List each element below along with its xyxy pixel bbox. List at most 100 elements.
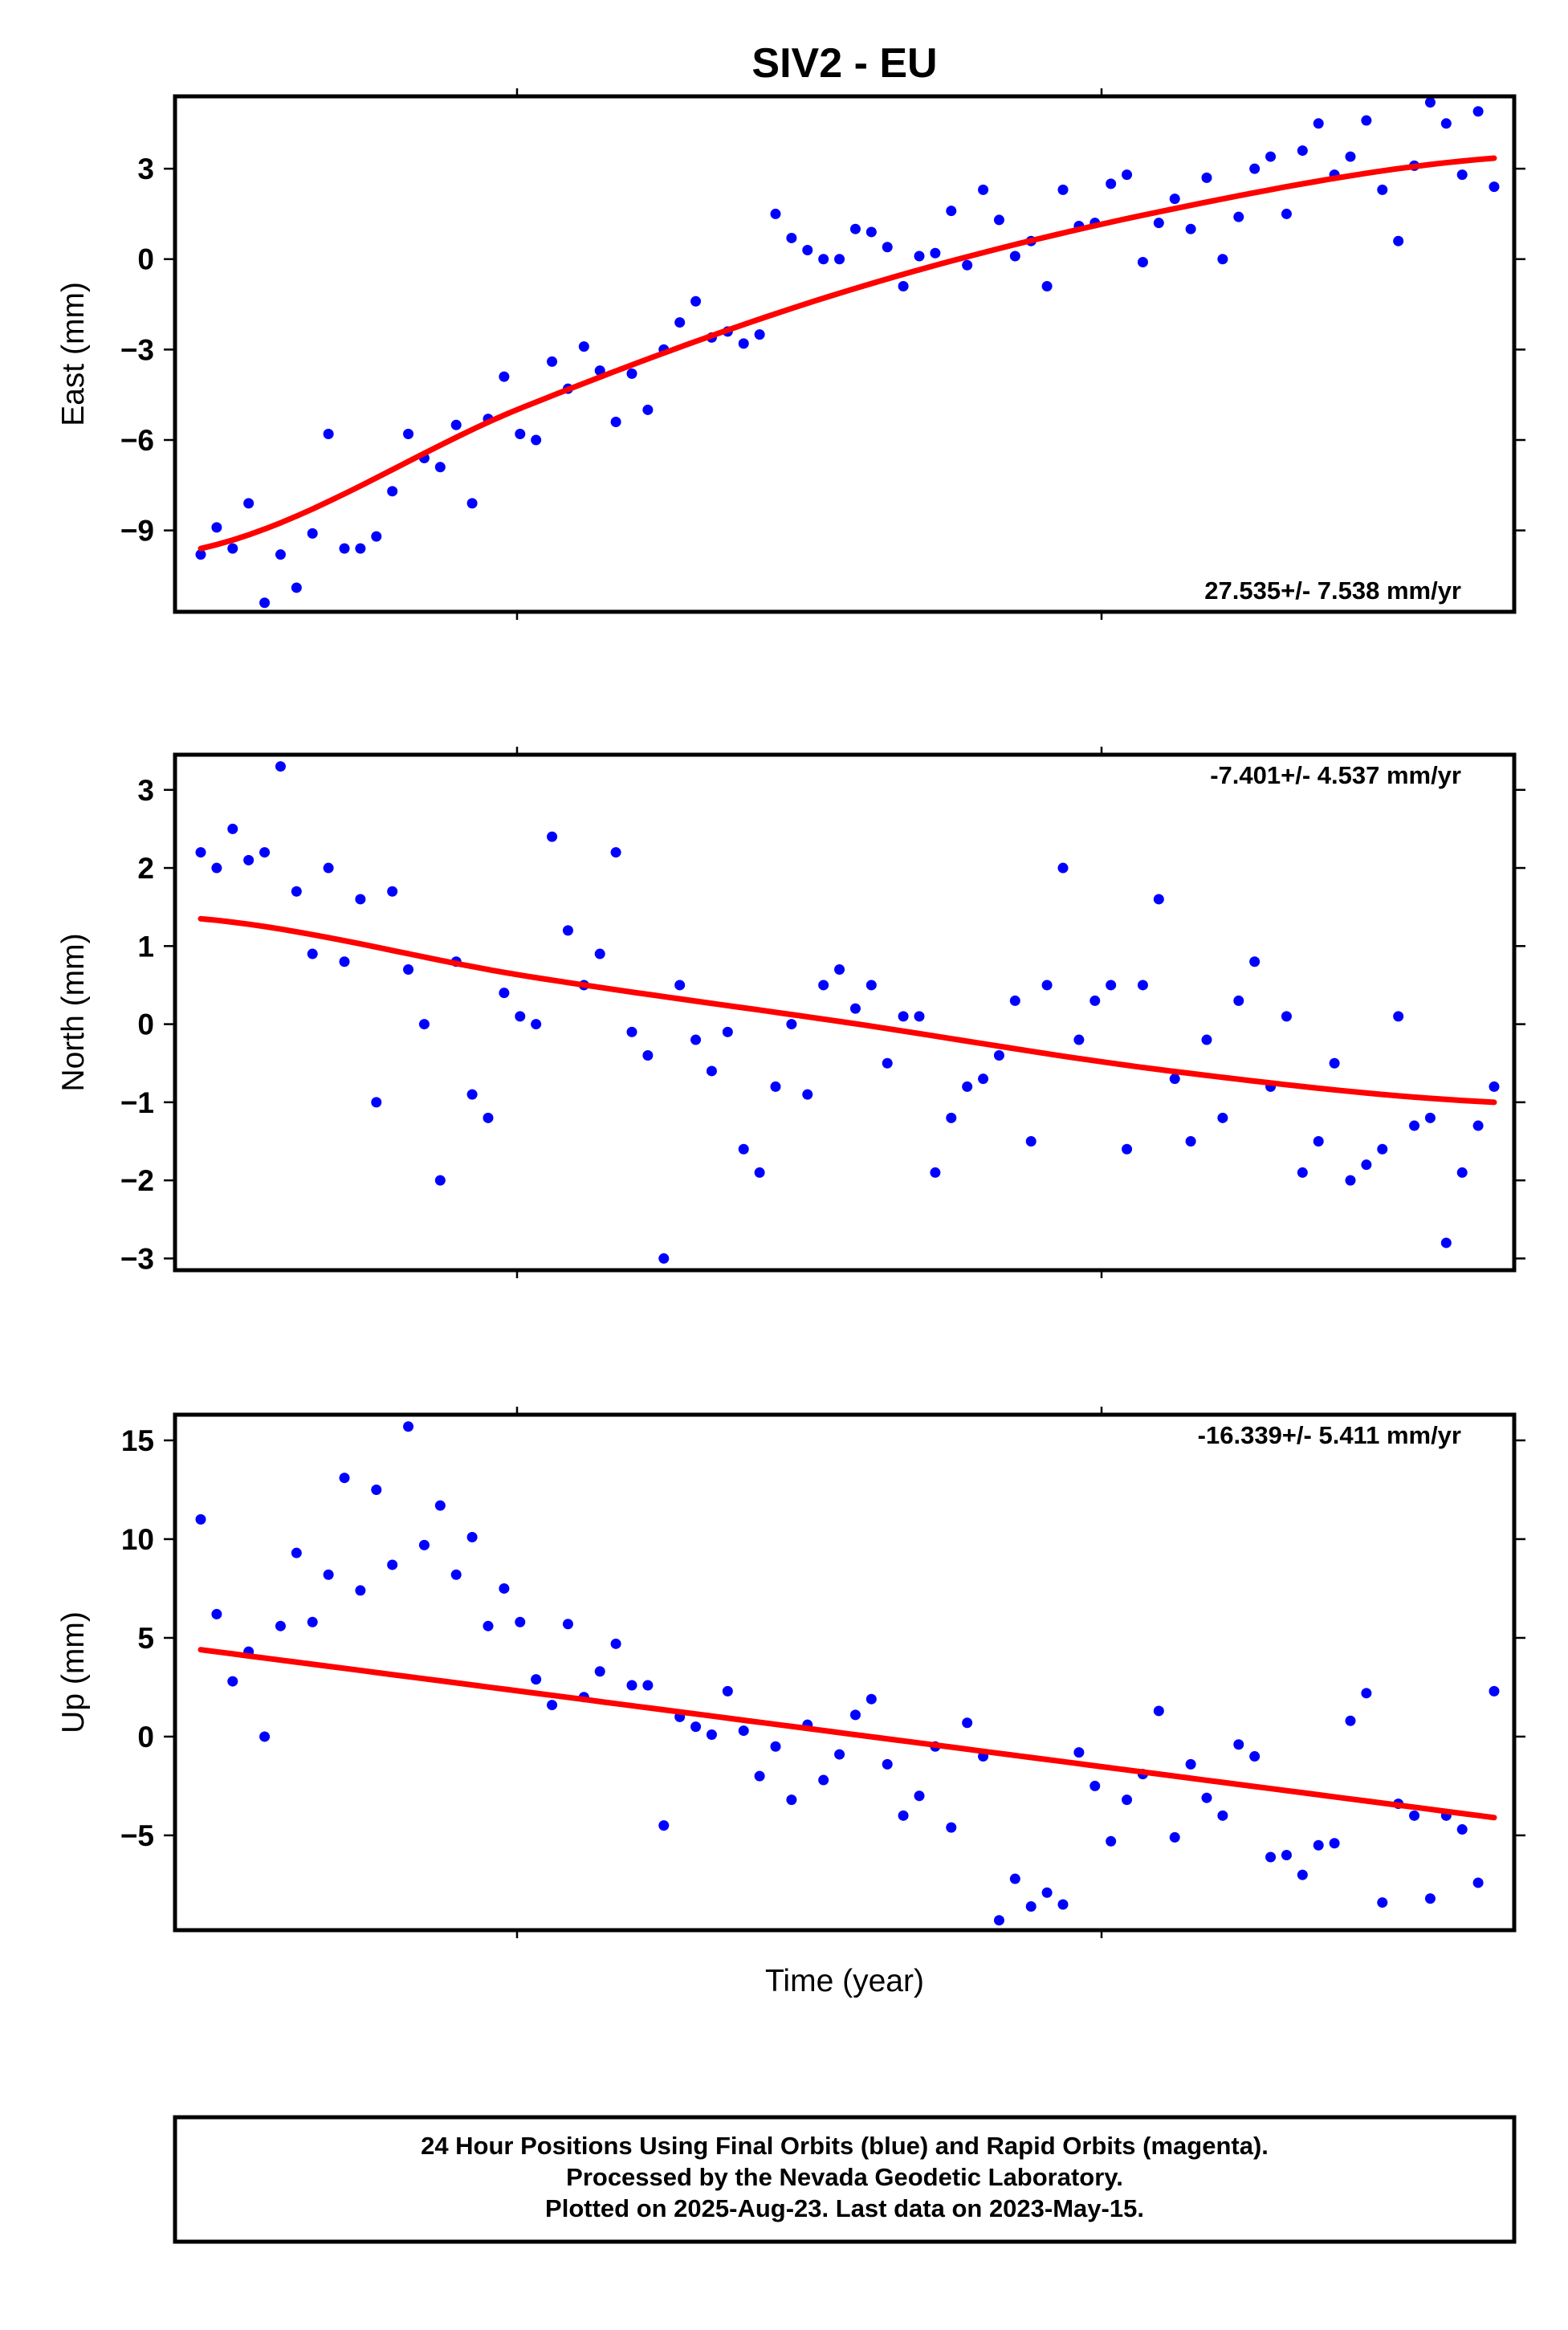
east-data-point bbox=[1153, 218, 1164, 229]
east-data-point bbox=[1233, 211, 1244, 222]
north-data-point bbox=[1185, 1136, 1196, 1147]
east-data-point bbox=[674, 317, 686, 328]
east-data-point bbox=[211, 522, 222, 533]
east-data-point bbox=[1249, 163, 1261, 174]
north-data-point bbox=[275, 761, 286, 772]
east-data-point bbox=[1377, 184, 1388, 195]
up-data-point bbox=[786, 1794, 797, 1806]
east-data-point bbox=[1137, 256, 1148, 267]
up-data-point bbox=[1329, 1838, 1340, 1849]
east-data-point bbox=[1456, 169, 1468, 181]
east-data-point bbox=[578, 341, 589, 352]
east-data-point bbox=[786, 232, 797, 243]
north-data-point bbox=[865, 980, 877, 991]
north-data-point bbox=[1153, 894, 1164, 905]
up-data-point bbox=[1201, 1792, 1212, 1803]
north-data-point bbox=[1313, 1136, 1324, 1147]
north-panel: 3 2 1 0 −1 −2 −3 North (mm) -7.401+/- 4.537 mm… bbox=[56, 747, 1525, 1278]
north-data-point bbox=[243, 854, 255, 866]
up-data-point bbox=[483, 1620, 494, 1631]
up-data-point bbox=[1456, 1824, 1468, 1835]
up-data-point bbox=[1409, 1810, 1420, 1821]
up-plot-frame bbox=[173, 1412, 1517, 1933]
north-data-point bbox=[387, 886, 398, 897]
north-data-point bbox=[706, 1065, 717, 1077]
east-data-point bbox=[434, 462, 446, 473]
north-data-point bbox=[594, 948, 605, 959]
east-data-point bbox=[323, 428, 334, 439]
up-data-point bbox=[1025, 1900, 1037, 1912]
east-data-point bbox=[642, 404, 654, 415]
north-data-point bbox=[1440, 1237, 1452, 1249]
east-data-point bbox=[834, 254, 845, 265]
north-data-point bbox=[930, 1167, 941, 1178]
up-data-point bbox=[323, 1569, 334, 1580]
north-data-point bbox=[754, 1167, 765, 1178]
up-data-point bbox=[1249, 1751, 1261, 1762]
up-data-point bbox=[1106, 1835, 1117, 1847]
up-ytick-label: 5 bbox=[137, 1622, 154, 1655]
up-data-point bbox=[1265, 1851, 1277, 1863]
north-ytick-label: 1 bbox=[137, 930, 154, 963]
north-data-point bbox=[418, 1019, 430, 1030]
east-data-point bbox=[1265, 151, 1277, 162]
east-plot-frame bbox=[173, 94, 1517, 614]
north-axis-label: North (mm) bbox=[56, 933, 91, 1091]
up-data-point bbox=[1233, 1739, 1244, 1750]
up-data-point bbox=[515, 1616, 526, 1627]
north-data-point bbox=[434, 1175, 446, 1186]
north-data-point bbox=[562, 925, 573, 936]
north-data-point bbox=[674, 980, 686, 991]
up-data-point bbox=[418, 1539, 430, 1550]
north-data-point bbox=[642, 1050, 654, 1061]
east-data-point bbox=[403, 428, 414, 439]
north-data-point bbox=[515, 1011, 526, 1022]
up-data-point bbox=[1073, 1747, 1085, 1758]
north-data-point bbox=[499, 988, 510, 999]
up-data-point bbox=[211, 1608, 222, 1619]
up-data-point bbox=[339, 1473, 350, 1484]
east-data-point bbox=[978, 184, 989, 195]
up-data-layer bbox=[195, 1421, 1500, 1926]
east-ytick-label: 0 bbox=[137, 243, 154, 276]
up-data-point bbox=[1377, 1897, 1388, 1908]
north-data-point bbox=[1233, 995, 1244, 1006]
up-data-point bbox=[834, 1749, 845, 1760]
north-data-point bbox=[1057, 862, 1069, 874]
up-plot-area: 15 10 5 0 −5 bbox=[120, 1407, 1525, 1938]
north-data-point bbox=[898, 1011, 909, 1022]
up-data-point bbox=[1009, 1873, 1020, 1884]
north-plot-area: 3 2 1 0 −1 −2 −3 bbox=[120, 747, 1525, 1278]
north-data-point bbox=[962, 1081, 973, 1092]
north-data-point bbox=[610, 847, 621, 858]
north-data-point bbox=[291, 886, 302, 897]
north-ytick-label: −3 bbox=[120, 1242, 154, 1275]
up-data-point bbox=[865, 1693, 877, 1705]
up-data-point bbox=[914, 1790, 925, 1802]
up-ytick-label: −5 bbox=[120, 1819, 154, 1852]
up-data-point bbox=[1361, 1688, 1372, 1699]
north-data-point bbox=[722, 1026, 733, 1037]
east-data-point bbox=[865, 226, 877, 238]
north-data-point bbox=[786, 1019, 797, 1030]
footer-line-processed: Processed by the Nevada Geodetic Laborat… bbox=[566, 2163, 1123, 2191]
up-data-point bbox=[275, 1620, 286, 1631]
east-data-point bbox=[849, 223, 861, 234]
north-data-point bbox=[259, 847, 271, 858]
north-data-point bbox=[466, 1089, 478, 1100]
up-panel: 15 10 5 0 −5 Up (mm) -16.339+/- 5.411 mm/yr bbox=[56, 1407, 1525, 1938]
north-data-point bbox=[1361, 1159, 1372, 1171]
north-data-point bbox=[1456, 1167, 1468, 1178]
north-rate-label: -7.401+/- 4.537 mm/yr bbox=[1210, 761, 1461, 789]
east-data-point bbox=[1281, 208, 1292, 219]
east-data-point bbox=[818, 254, 829, 265]
north-plot-frame bbox=[173, 752, 1517, 1273]
up-data-point bbox=[1153, 1705, 1164, 1717]
east-data-point bbox=[626, 368, 637, 379]
up-data-point bbox=[882, 1758, 893, 1770]
up-data-point bbox=[450, 1569, 462, 1580]
north-data-point bbox=[690, 1034, 702, 1045]
up-data-point bbox=[1424, 1893, 1436, 1904]
